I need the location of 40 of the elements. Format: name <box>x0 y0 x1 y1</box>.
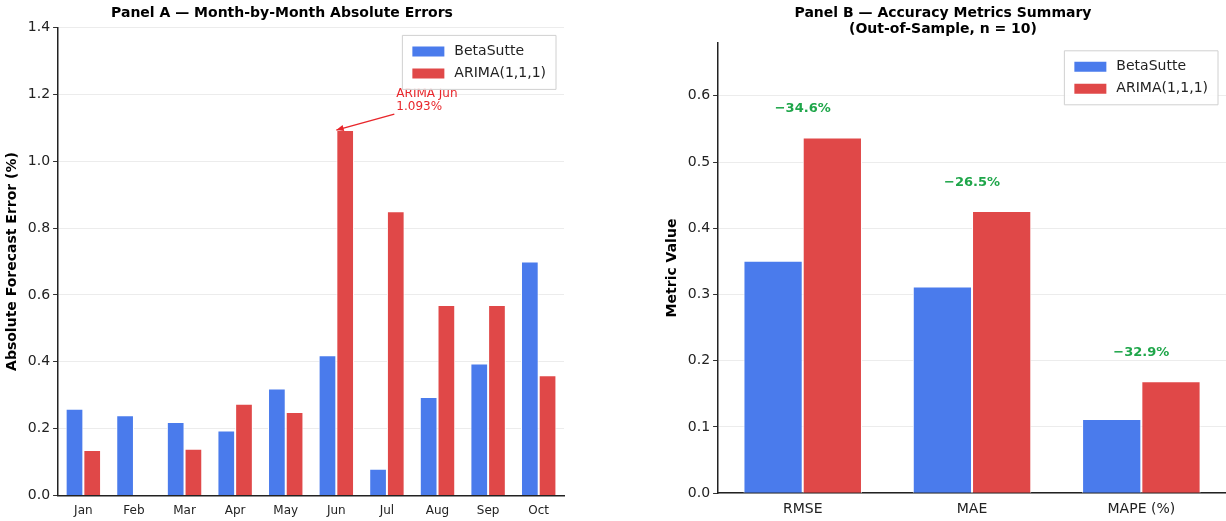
chart-title: Panel B — Accuracy Metrics Summary (Out-of-Sample, n = 10) <box>794 4 1092 36</box>
chart-title: Panel A — Month-by-Month Absolute Errors <box>111 4 453 21</box>
y-axis-title: Absolute Forecast Error (%) <box>3 152 20 371</box>
legend-label: BetaSutte <box>1116 57 1186 74</box>
y-tick-label: 0.4 <box>687 218 711 235</box>
x-tick-label: Jan <box>73 502 93 517</box>
y-tick-label: 0.2 <box>687 351 711 368</box>
x-tick-label: RMSE <box>782 500 823 517</box>
legend-label: BetaSutte <box>454 42 524 59</box>
x-tick-label: Feb <box>123 502 145 517</box>
annotation: −34.6% <box>774 100 831 116</box>
y-tick-label: 0.6 <box>27 285 51 302</box>
x-tick-label: MAPE (%) <box>1107 500 1176 517</box>
x-tick-label: Sep <box>476 502 500 517</box>
y-tick-label: 0.8 <box>27 218 51 235</box>
y-axis-title: Metric Value <box>663 218 680 318</box>
x-tick-label: Jun <box>325 502 346 517</box>
y-tick-label: 1.0 <box>27 151 51 168</box>
y-tick-label: 0.0 <box>27 486 51 503</box>
y-tick-label: 0.0 <box>687 483 711 500</box>
annotation: −26.5% <box>944 173 1001 189</box>
y-tick-label: 0.3 <box>687 285 711 302</box>
y-tick-label: 1.4 <box>27 18 51 35</box>
x-tick-label: MAE <box>956 500 988 517</box>
y-tick-label: 0.2 <box>27 419 51 436</box>
annotation: −32.9% <box>1113 344 1170 360</box>
x-tick-label: Oct <box>528 502 550 517</box>
y-tick-label: 0.1 <box>687 417 711 434</box>
y-tick-label: 0.6 <box>687 86 711 103</box>
x-tick-label: Mar <box>173 502 196 517</box>
x-tick-label: Jul <box>378 502 395 517</box>
x-tick-label: Apr <box>224 502 246 517</box>
y-tick-label: 0.5 <box>687 152 711 169</box>
x-tick-label: May <box>273 502 299 517</box>
x-tick-label: Aug <box>425 502 450 517</box>
y-tick-label: 1.2 <box>27 84 51 101</box>
annotation: ARIMA Jun 1.093% <box>396 86 458 114</box>
legend-label: ARIMA(1,1,1) <box>1116 79 1208 96</box>
legend-label: ARIMA(1,1,1) <box>454 64 546 81</box>
y-tick-label: 0.4 <box>27 352 51 369</box>
